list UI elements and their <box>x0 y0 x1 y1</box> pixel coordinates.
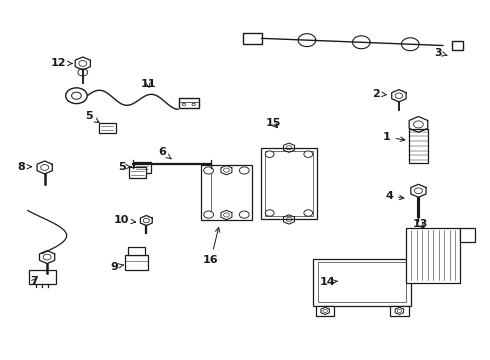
Circle shape <box>240 211 249 218</box>
Circle shape <box>204 211 214 218</box>
Text: 7: 7 <box>30 276 38 286</box>
Circle shape <box>304 210 313 216</box>
Circle shape <box>78 69 88 76</box>
Bar <box>316 306 334 316</box>
Bar <box>179 98 198 108</box>
Circle shape <box>240 167 249 174</box>
Text: 9: 9 <box>110 262 123 272</box>
Bar <box>128 247 145 255</box>
Circle shape <box>304 151 313 157</box>
Text: 8: 8 <box>17 162 31 172</box>
Bar <box>29 270 56 284</box>
Text: 5: 5 <box>118 162 131 172</box>
Bar <box>265 151 313 216</box>
Circle shape <box>265 151 274 157</box>
Bar <box>134 162 151 173</box>
Bar <box>261 148 317 220</box>
Text: 1: 1 <box>383 132 405 142</box>
Circle shape <box>204 167 214 174</box>
Text: 6: 6 <box>158 147 171 159</box>
Text: 15: 15 <box>266 118 281 128</box>
Bar <box>406 228 460 283</box>
Bar <box>390 306 409 316</box>
Bar <box>409 129 428 163</box>
Circle shape <box>66 88 87 104</box>
Text: 11: 11 <box>141 79 156 89</box>
Bar <box>243 33 262 44</box>
Text: 13: 13 <box>412 219 428 229</box>
Text: 10: 10 <box>114 215 136 225</box>
Bar <box>314 259 411 306</box>
Bar <box>201 165 252 220</box>
Text: 5: 5 <box>85 111 99 122</box>
Bar <box>125 255 148 270</box>
Bar <box>452 41 464 50</box>
Text: 2: 2 <box>372 89 386 99</box>
Text: 3: 3 <box>434 48 447 58</box>
Text: 12: 12 <box>50 58 72 68</box>
Bar <box>98 123 116 134</box>
Bar <box>318 262 406 302</box>
Bar <box>129 167 146 178</box>
Bar <box>460 228 475 242</box>
Text: 16: 16 <box>203 228 220 265</box>
Circle shape <box>72 92 81 99</box>
Text: 4: 4 <box>385 191 404 201</box>
Circle shape <box>265 210 274 216</box>
Text: 14: 14 <box>319 277 338 287</box>
